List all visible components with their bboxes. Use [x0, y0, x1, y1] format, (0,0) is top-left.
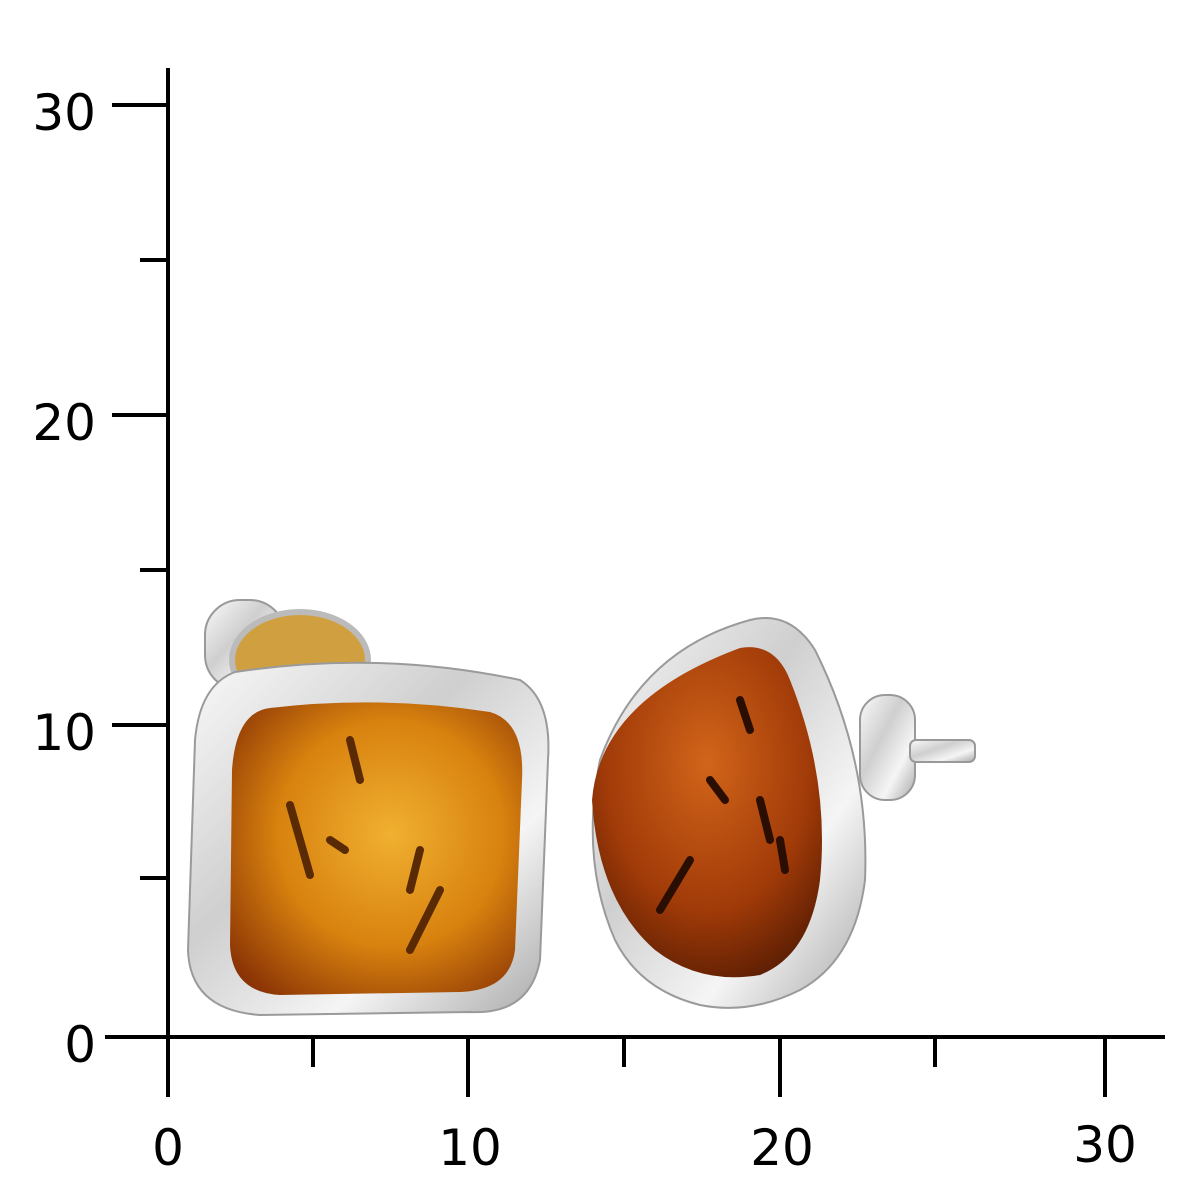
y-tick-label: 0 — [64, 1016, 96, 1074]
y-tick-label: 30 — [32, 84, 96, 142]
y-tick-label: 20 — [32, 394, 96, 452]
amber-inclusions — [286, 736, 444, 954]
measurement-scale — [105, 68, 1165, 1097]
earring-right — [591, 617, 976, 1009]
earring-post — [859, 694, 916, 801]
y-tick-label: 10 — [32, 704, 96, 762]
amber-inclusions — [656, 696, 789, 914]
earring-left — [186, 599, 550, 1017]
earring-pin — [909, 739, 976, 763]
x-tick-label: 10 — [438, 1119, 502, 1177]
x-tick-label: 30 — [1073, 1116, 1137, 1174]
amber-stone — [592, 647, 822, 978]
amber-stone — [230, 702, 523, 995]
x-tick-label: 20 — [750, 1119, 814, 1177]
x-tick-label: 0 — [152, 1119, 184, 1177]
